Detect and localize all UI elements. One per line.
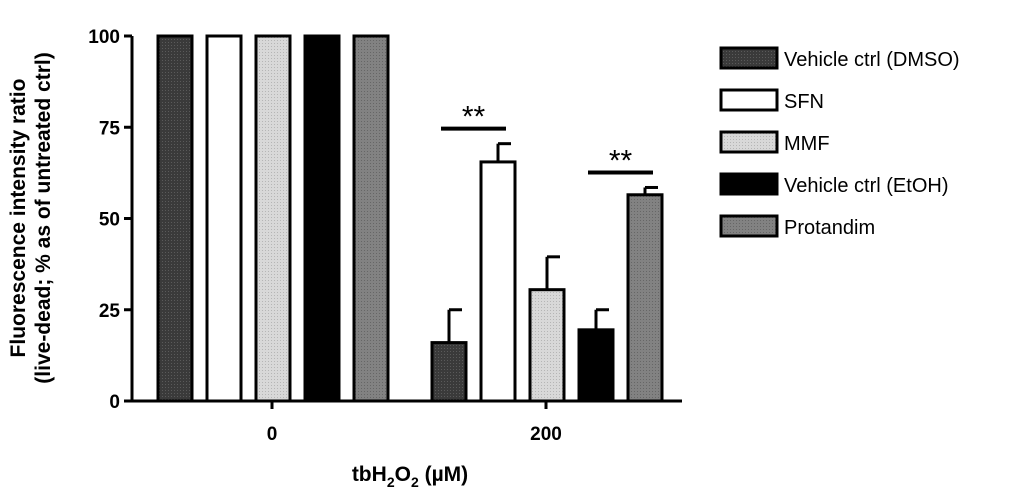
y-tick-label: 25 [99, 301, 121, 322]
bar [205, 34, 243, 403]
bar [430, 341, 468, 403]
bar [479, 160, 517, 403]
x-axis-title-unit: (µM) [419, 463, 468, 486]
x-axis-title-sub2: 2 [411, 474, 419, 490]
bar [528, 288, 566, 403]
x-axis-title-base: tbH [352, 463, 387, 486]
legend-label: MMF [784, 133, 830, 155]
error-bars [447, 142, 658, 343]
legend-swatch [719, 46, 779, 70]
y-tick-label: 0 [109, 392, 120, 413]
y-tick-label: 100 [88, 27, 120, 48]
legend-label: Protandim [784, 217, 875, 239]
significance-markers: ** ** [441, 101, 653, 177]
legend-label: Vehicle ctrl (DMSO) [784, 49, 960, 71]
significance-label: ** [609, 144, 633, 177]
legend-swatch [719, 88, 779, 112]
y-axis-title-line1: Fluorescence intensity ratio [7, 79, 30, 358]
bar [156, 34, 194, 403]
y-axis-title-line2: (live-dead; % as of untreated ctrl) [32, 52, 55, 383]
bar [254, 34, 292, 403]
y-axis: 0 25 50 75 100 [88, 27, 134, 413]
bar [626, 193, 664, 403]
legend-swatch [719, 172, 779, 196]
x-axis-title-mid: O [395, 463, 411, 486]
x-tick-label: 0 [267, 424, 278, 445]
x-tick-label: 200 [530, 424, 562, 445]
legend-swatch [719, 130, 779, 154]
significance-label: ** [462, 101, 486, 134]
legend-swatch [719, 214, 779, 238]
x-axis-title-sub1: 2 [387, 474, 395, 490]
legend: Vehicle ctrl (DMSO) SFN MMF Vehicle ctrl (E… [719, 46, 960, 239]
bar [352, 34, 390, 403]
y-tick-label: 50 [99, 210, 120, 231]
y-tick-label: 75 [99, 118, 121, 139]
y-axis-title: Fluorescence intensity ratio (live-dead;… [7, 52, 55, 383]
x-axis: 0 200 [131, 399, 682, 445]
bars [156, 34, 664, 403]
bar [303, 34, 341, 403]
legend-label: Vehicle ctrl (EtOH) [784, 175, 948, 197]
x-axis-title: tbH2O2 (µM) [352, 463, 468, 490]
legend-label: SFN [784, 91, 824, 113]
bar [577, 328, 615, 403]
